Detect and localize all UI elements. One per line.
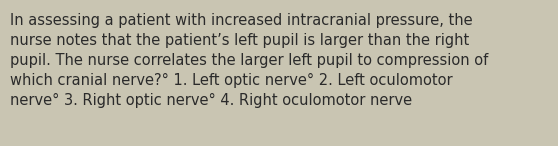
Text: In assessing a patient with increased intracranial pressure, the
nurse notes tha: In assessing a patient with increased in… [10,13,488,108]
